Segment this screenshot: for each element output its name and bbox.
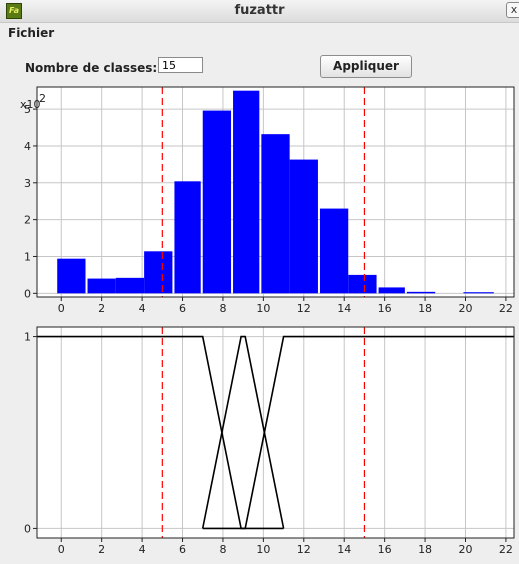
y-tick-label: 1 [24, 331, 31, 344]
histogram-bar [115, 277, 145, 294]
x-tick-label: 10 [256, 302, 270, 315]
x-tick-label: 0 [58, 543, 65, 556]
y-tick-label: 0 [24, 287, 31, 300]
plot-border [36, 86, 515, 298]
x-tick-label: 2 [98, 543, 105, 556]
histogram-bar [174, 181, 201, 294]
y-tick-label: 5 [24, 103, 31, 116]
x-tick-label: 10 [256, 543, 270, 556]
title-bar: Fa fuzattr x [0, 0, 519, 23]
histogram-bar [202, 110, 232, 294]
x-tick-label: 18 [418, 543, 432, 556]
x-tick-label: 0 [58, 302, 65, 315]
app-icon: Fa [6, 3, 22, 19]
x-tick-label: 6 [179, 543, 186, 556]
menu-fichier[interactable]: Fichier [8, 26, 55, 40]
histogram-bar [87, 278, 116, 294]
classes-input[interactable] [158, 57, 203, 73]
histogram-bar [319, 208, 349, 294]
x-tick-label: 18 [418, 302, 432, 315]
x-tick-label: 6 [179, 302, 186, 315]
classes-label: Nombre de classes: [25, 61, 158, 75]
y-tick-label: 0 [24, 522, 31, 535]
x-tick-label: 4 [139, 302, 146, 315]
x-tick-label: 22 [499, 543, 513, 556]
x-tick-label: 16 [378, 543, 392, 556]
histogram-bar [406, 291, 436, 294]
histogram-bar [463, 292, 494, 294]
menu-bar: Fichier [0, 24, 519, 44]
y-tick-label: 4 [24, 140, 31, 153]
membership-curve [202, 335, 514, 530]
window-title: fuzattr [234, 3, 285, 18]
x-tick-label: 12 [297, 543, 311, 556]
x-tick-label: 14 [337, 543, 351, 556]
close-button[interactable]: x [506, 2, 519, 18]
x-tick-label: 16 [378, 302, 392, 315]
x-tick-label: 20 [458, 543, 472, 556]
histogram-bar [233, 90, 260, 294]
x-tick-label: 4 [139, 543, 146, 556]
membership-chart: 0 2 4 6 8 10 12 14 16 18 20 22 0 1 [24, 326, 515, 556]
apply-button[interactable]: Appliquer [320, 55, 412, 78]
histogram-bar [378, 287, 405, 294]
plot-border [36, 326, 515, 539]
y-tick-label: 3 [24, 177, 31, 190]
x-tick-label: 20 [458, 302, 472, 315]
x-tick-label: 2 [98, 302, 105, 315]
histogram-bar [144, 251, 173, 294]
x-tick-label: 8 [219, 543, 226, 556]
x-tick-label: 8 [219, 302, 226, 315]
histogram-bar [261, 134, 290, 294]
y-multiplier-exponent: 2 [39, 92, 46, 105]
y-multiplier-label: x10 [20, 98, 41, 111]
x-tick-label: 22 [499, 302, 513, 315]
histogram-bar [57, 258, 86, 294]
y-tick-label: 1 [24, 250, 31, 263]
y-tick-label: 2 [24, 214, 31, 227]
x-tick-label: 14 [337, 302, 351, 315]
plot-area [37, 327, 514, 538]
histogram-bar [348, 274, 377, 294]
x-tick-label: 12 [297, 302, 311, 315]
histogram-bar [289, 159, 318, 294]
